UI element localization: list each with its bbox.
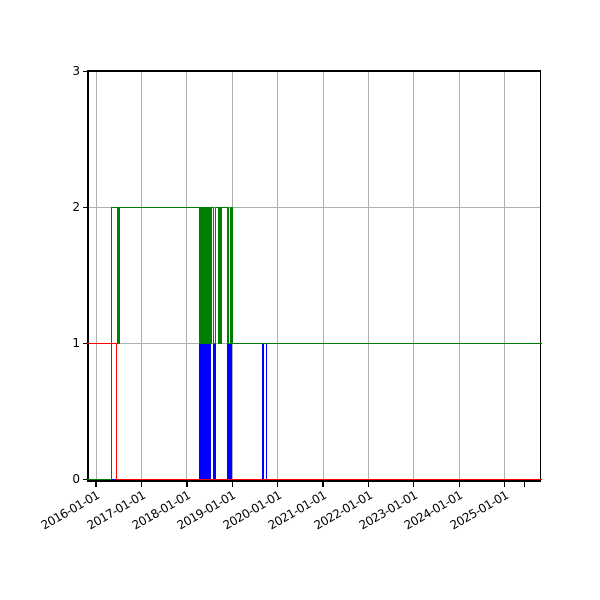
- blue-series-segment: [212, 342, 215, 481]
- green-series-segment: [116, 206, 119, 345]
- bottom-spine: [87, 480, 542, 482]
- x-tick-mark: [322, 481, 324, 487]
- blue-series-segment: [214, 342, 217, 481]
- x-minor-tick-mark: [523, 481, 526, 487]
- x-tick-mark: [367, 481, 370, 487]
- gridline-vertical: [458, 70, 460, 481]
- y-tick-label: 3: [72, 63, 80, 78]
- green-series-segment: [219, 206, 230, 209]
- y-tick-mark: [82, 478, 88, 481]
- gridline-vertical: [504, 70, 506, 481]
- gridline-horizontal: [87, 206, 541, 208]
- red-series-segment: [115, 342, 118, 481]
- green-series-segment: [227, 206, 230, 345]
- blue-series-segment: [230, 342, 232, 481]
- green-series-segment: [231, 206, 234, 345]
- green-series-segment: [214, 206, 217, 345]
- x-tick-mark: [458, 481, 460, 487]
- blue-series-segment: [265, 342, 268, 481]
- green-series-segment: [118, 206, 121, 345]
- green-series-segment: [218, 342, 222, 345]
- gridline-vertical: [322, 70, 324, 481]
- x-tick-mark: [186, 481, 188, 487]
- gridline-vertical: [367, 70, 369, 481]
- blue-series-segment: [227, 342, 229, 481]
- red-series-segment: [86, 342, 118, 345]
- green-series-segment: [231, 342, 542, 345]
- right-spine: [540, 70, 542, 482]
- x-tick-mark: [140, 481, 143, 487]
- green-series-segment: [86, 478, 113, 481]
- blue-series-oscillation-band: [199, 342, 212, 481]
- x-tick-mark: [276, 481, 279, 487]
- green-series-segment: [227, 342, 232, 345]
- y-tick-label: 2: [72, 199, 80, 214]
- x-tick-mark: [231, 481, 233, 487]
- gridline-vertical: [95, 70, 97, 481]
- green-series-segment: [212, 342, 217, 345]
- gridline-vertical: [186, 70, 188, 481]
- left-spine: [87, 70, 89, 482]
- green-series-segment: [229, 206, 232, 345]
- blue-series-segment: [262, 342, 265, 481]
- x-tick-mark: [413, 481, 415, 487]
- gridline-vertical: [277, 70, 279, 481]
- gridline-vertical: [140, 70, 142, 481]
- green-series-segment: [218, 206, 220, 345]
- green-series-segment: [118, 206, 215, 209]
- y-tick-label: 1: [72, 336, 80, 350]
- green-series-segment: [110, 206, 119, 209]
- y-tick-label: 0: [72, 472, 80, 487]
- top-spine: [87, 70, 542, 72]
- blue-series-segment: [229, 342, 231, 481]
- x-tick-mark: [504, 481, 506, 487]
- green-series-segment: [229, 206, 234, 209]
- green-series-segment: [212, 206, 215, 345]
- green-series-oscillation-band: [198, 206, 212, 345]
- y-tick-mark: [82, 342, 88, 345]
- green-series-segment: [214, 206, 220, 209]
- x-tick-mark: [95, 481, 97, 487]
- red-series-segment: [115, 478, 542, 481]
- gridline-vertical: [413, 70, 415, 481]
- green-series-segment: [219, 206, 222, 345]
- y-tick-mark: [82, 70, 88, 72]
- y-tick-mark: [82, 206, 88, 209]
